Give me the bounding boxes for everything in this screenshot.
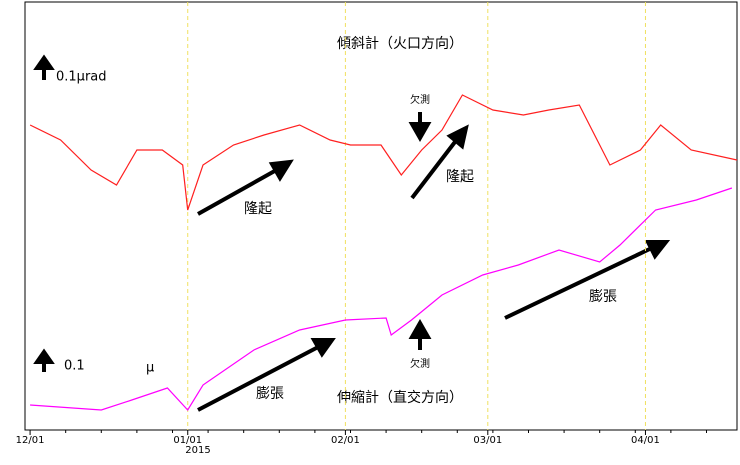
annotation: 膨張 <box>256 385 284 402</box>
x-tick-label: 01/01 <box>173 435 202 446</box>
strain-unit-label: μ <box>146 361 154 376</box>
annotation: 隆起 <box>446 169 474 185</box>
data-line <box>29 94 738 211</box>
strain-scale-label: 0.1 <box>64 359 85 374</box>
year-label: 2015 <box>185 445 210 456</box>
series-title: 傾斜計（火口方向） <box>337 36 463 52</box>
annotation: 膨張 <box>589 288 617 305</box>
plot-frame <box>24 1 738 431</box>
x-tick-label: 12/01 <box>16 435 45 446</box>
series-title: 伸縮計（直交方向） <box>337 389 463 406</box>
annotation: 欠測 <box>410 357 430 370</box>
x-tick-label: 04/01 <box>631 435 660 446</box>
scale-arrow <box>33 54 55 80</box>
tilt-scale-label: 0.1μrad <box>56 70 107 85</box>
trend-arrows <box>197 112 671 412</box>
annotation: 欠測 <box>410 93 430 106</box>
x-tick-label: 03/01 <box>473 435 502 446</box>
annotation: 隆起 <box>244 201 272 217</box>
scale-arrow <box>33 348 55 372</box>
data-line <box>30 187 733 411</box>
x-tick-label: 02/01 <box>331 435 360 446</box>
